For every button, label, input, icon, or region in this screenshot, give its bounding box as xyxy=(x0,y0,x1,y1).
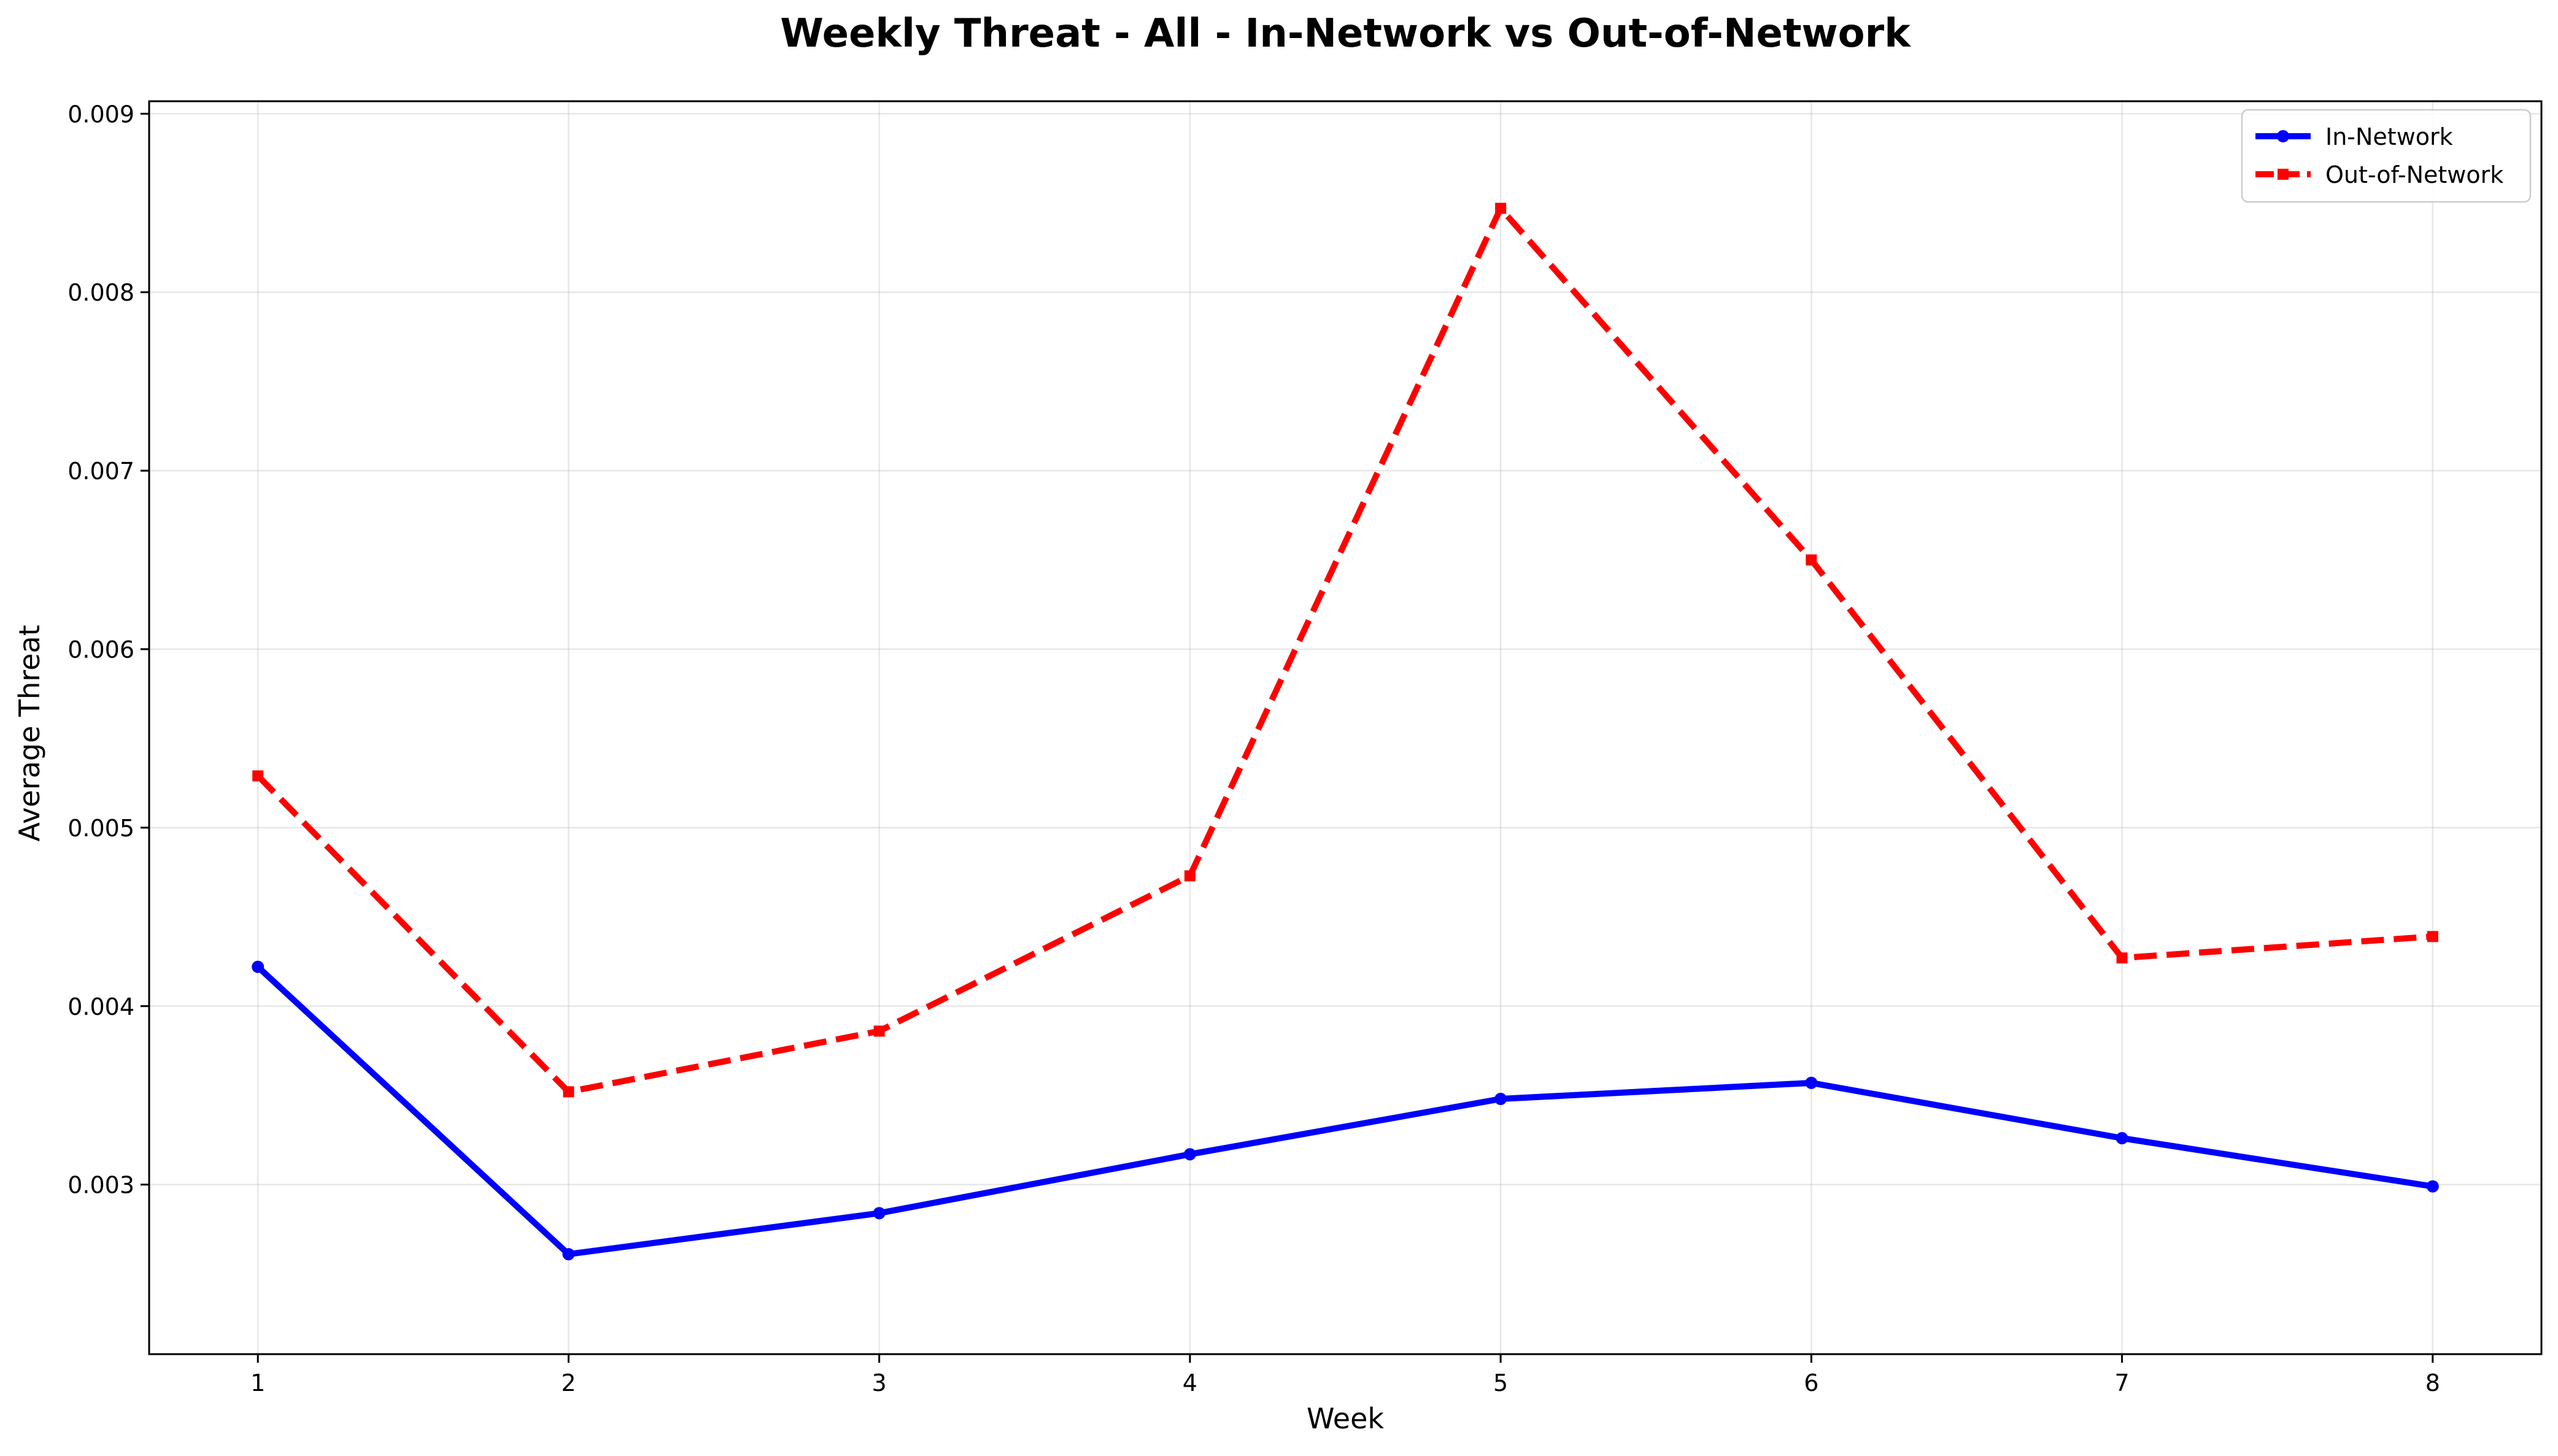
data-point-out-of-network xyxy=(873,1025,885,1037)
legend-box xyxy=(2241,109,2532,203)
x-tick-label: 1 xyxy=(250,1369,265,1396)
legend-item-out-of-network: Out-of-Network xyxy=(2255,161,2503,188)
y-tick-label: 0.006 xyxy=(68,636,134,663)
legend-marker-in-network xyxy=(2277,130,2289,142)
series-in-network xyxy=(252,960,2439,1261)
y-tick-label: 0.003 xyxy=(68,1172,134,1199)
legend-label-in-network: In-Network xyxy=(2325,123,2453,150)
y-tick-label: 0.005 xyxy=(68,815,134,842)
data-point-in-network xyxy=(562,1248,575,1261)
data-point-in-network xyxy=(2426,1180,2439,1193)
x-tick-label: 8 xyxy=(2425,1369,2440,1396)
data-point-out-of-network xyxy=(563,1086,574,1098)
data-point-in-network xyxy=(873,1207,886,1220)
data-point-in-network xyxy=(1494,1093,1507,1106)
y-tick-label: 0.009 xyxy=(68,101,134,128)
legend-item-in-network: In-Network xyxy=(2255,123,2453,150)
chart-title: Weekly Threat - All - In-Network vs Out-… xyxy=(780,11,1911,56)
y-tick-label: 0.004 xyxy=(68,993,134,1020)
data-point-in-network xyxy=(1805,1076,1818,1089)
x-tick-label: 7 xyxy=(2114,1369,2129,1396)
data-point-out-of-network xyxy=(252,770,264,782)
data-point-out-of-network xyxy=(1495,202,1507,214)
legend-label-out-of-network: Out-of-Network xyxy=(2325,161,2503,188)
data-point-out-of-network xyxy=(2116,952,2128,964)
x-tick-label: 4 xyxy=(1183,1369,1197,1396)
series-layer xyxy=(252,202,2439,1261)
legend-marker-out-of-network xyxy=(2278,169,2289,180)
series-line-in-network xyxy=(255,963,2436,1258)
data-point-in-network xyxy=(1183,1148,1196,1161)
x-tick-label: 6 xyxy=(1804,1369,1818,1396)
series-line-out-of-network xyxy=(255,205,2433,1095)
data-point-in-network xyxy=(2116,1132,2128,1145)
x-axis-label: Week xyxy=(1307,1402,1384,1435)
axis-ticks: 1 2 3 4 5 6 7 8 0.003 0.004 0.005 0.006 0.007 0.008 0.… xyxy=(68,101,2440,1396)
data-point-out-of-network xyxy=(1806,554,1817,566)
plot-area-frame xyxy=(148,100,2543,1355)
x-tick-label: 3 xyxy=(872,1369,887,1396)
data-point-out-of-network xyxy=(2427,931,2438,942)
chart-legend: In-Network Out-of-Network xyxy=(2241,109,2532,203)
data-point-in-network xyxy=(252,960,265,973)
x-tick-label: 5 xyxy=(1493,1369,1508,1396)
y-tick-label: 0.008 xyxy=(68,279,134,306)
data-point-out-of-network xyxy=(1184,870,1196,882)
y-tick-label: 0.007 xyxy=(68,458,134,485)
grid-lines xyxy=(149,101,2541,1354)
series-out-of-network xyxy=(252,202,2438,1098)
y-axis-label: Average Threat xyxy=(13,625,46,841)
x-tick-label: 2 xyxy=(561,1369,576,1396)
